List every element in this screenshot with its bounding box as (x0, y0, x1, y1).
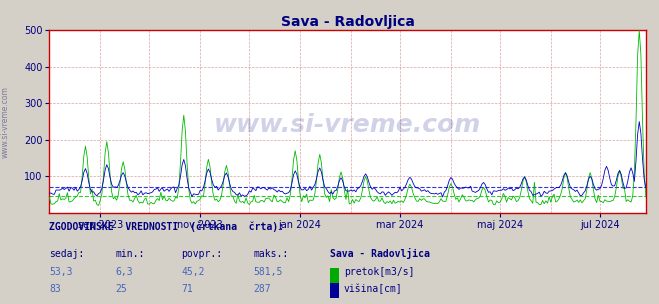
Text: 53,3: 53,3 (49, 267, 73, 277)
Text: 25: 25 (115, 285, 127, 295)
Text: 83: 83 (49, 285, 61, 295)
Text: 6,3: 6,3 (115, 267, 133, 277)
Text: 71: 71 (181, 285, 193, 295)
Text: višina[cm]: višina[cm] (344, 283, 403, 294)
Text: 287: 287 (254, 285, 272, 295)
Title: Sava - Radovljica: Sava - Radovljica (281, 15, 415, 29)
Text: 581,5: 581,5 (254, 267, 283, 277)
Text: Sava - Radovljica: Sava - Radovljica (330, 248, 430, 259)
Text: povpr.:: povpr.: (181, 249, 222, 259)
Text: maks.:: maks.: (254, 249, 289, 259)
Text: www.si-vreme.com: www.si-vreme.com (214, 113, 481, 137)
Text: sedaj:: sedaj: (49, 249, 84, 259)
Text: www.si-vreme.com: www.si-vreme.com (1, 86, 10, 157)
Text: ZGODOVINSKE  VREDNOSTI  (črtkana  črta):: ZGODOVINSKE VREDNOSTI (črtkana črta): (49, 221, 285, 232)
Text: 45,2: 45,2 (181, 267, 205, 277)
Text: min.:: min.: (115, 249, 145, 259)
Text: pretok[m3/s]: pretok[m3/s] (344, 267, 415, 277)
